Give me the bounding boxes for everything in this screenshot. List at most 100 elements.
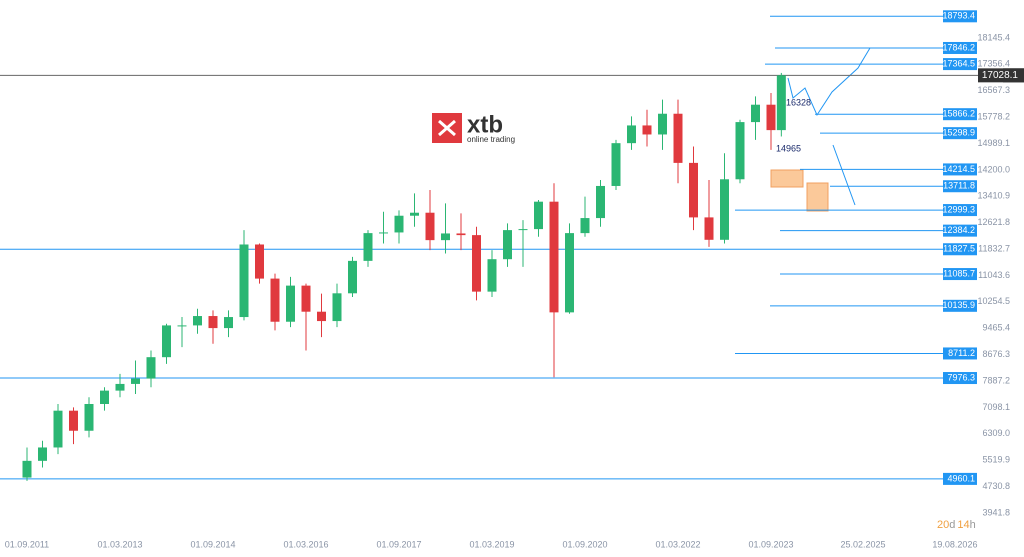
x-tick-label: 25.02.2025 [840, 539, 885, 549]
level-label: 13711.8 [943, 181, 975, 191]
candle-body [549, 201, 559, 313]
candle-body [627, 125, 636, 144]
candle-body [580, 218, 590, 234]
candle-body [503, 230, 512, 260]
level-tag [943, 224, 977, 237]
candle-body [270, 278, 280, 322]
level-tag [943, 163, 977, 176]
candle-body [301, 285, 311, 312]
logo-icon [438, 119, 456, 137]
candle-body [286, 285, 295, 322]
candle-body [642, 125, 652, 135]
x-tick-label: 01.09.2011 [5, 539, 49, 549]
level-label: 17846.2 [942, 42, 975, 52]
candle-body [410, 212, 419, 216]
level-tag [943, 204, 977, 217]
x-tick-label: 01.03.2019 [469, 539, 514, 549]
level-tag [943, 299, 977, 312]
level-label: 18793.4 [942, 11, 975, 21]
level-label: 15298.9 [942, 128, 975, 138]
level-tag [943, 268, 977, 281]
annotation: 16328 [786, 97, 811, 107]
level-tag [943, 58, 977, 71]
candle-body [193, 316, 202, 326]
candle-body [394, 215, 404, 233]
candle-body [239, 244, 249, 318]
annotation: 14965 [776, 143, 801, 153]
y-tick-label: 11832.7 [978, 243, 1010, 253]
y-tick-label: 16567.3 [977, 85, 1010, 95]
y-tick-label: 6309.0 [982, 428, 1010, 438]
candle-body [332, 293, 342, 322]
candle-body [596, 185, 605, 219]
candle-body [115, 383, 125, 391]
candle-body [611, 143, 621, 186]
candle-body [720, 179, 729, 240]
candle-body [534, 201, 543, 230]
candle-body [38, 447, 47, 461]
y-tick-label: 13410.9 [977, 191, 1010, 201]
candle-body [131, 378, 140, 384]
candle-body [255, 244, 264, 279]
candle-body [735, 122, 745, 180]
candle-body [22, 460, 32, 478]
candle-body [472, 235, 481, 292]
y-tick-label: 4730.8 [982, 481, 1010, 491]
candle-body [363, 233, 373, 261]
candle-body [565, 233, 574, 313]
current-price-label: 17028.1 [982, 70, 1019, 81]
level-label: 12384.2 [942, 225, 975, 235]
candle-body [379, 232, 388, 234]
x-tick-label: 19.08.2026 [932, 539, 977, 549]
candle-body [146, 357, 156, 379]
logo-text: xtb [467, 111, 503, 138]
current-price-tag [978, 68, 1024, 83]
level-label: 4960.1 [947, 473, 975, 483]
candle-body [177, 325, 187, 327]
y-tick-label: 7887.2 [982, 375, 1010, 385]
x-tick-label: 01.09.2020 [562, 539, 607, 549]
level-label: 15866.2 [942, 109, 975, 119]
x-tick-label: 01.09.2014 [190, 539, 235, 549]
candle-body [487, 259, 497, 292]
y-tick-label: 18145.4 [977, 32, 1010, 42]
candle-body [673, 113, 683, 163]
candle-body [689, 162, 698, 218]
candle-body [658, 113, 667, 135]
candle-body [766, 104, 776, 131]
zone-box [806, 182, 829, 212]
candle-body [776, 75, 786, 131]
y-tick-label: 3941.8 [982, 507, 1010, 517]
countdown-hours: 14 [957, 519, 969, 531]
candle-body [518, 229, 528, 231]
candle-body [84, 403, 94, 431]
level-tag [943, 127, 977, 140]
countdown-days: 20 [937, 519, 949, 531]
candle-body [224, 317, 233, 329]
candle-body [100, 390, 109, 404]
y-tick-label: 9465.4 [982, 323, 1010, 333]
x-tick-label: 01.03.2016 [283, 539, 328, 549]
candle-body [162, 325, 171, 358]
level-label: 11085.7 [943, 268, 975, 278]
candle-body [348, 260, 357, 294]
countdown-unit: h [970, 519, 976, 531]
level-label: 14214.5 [942, 164, 975, 174]
y-tick-label: 10254.5 [977, 296, 1010, 306]
level-tag [943, 347, 977, 360]
level-tag [943, 10, 977, 23]
wave-line [832, 144, 856, 206]
candle-body [425, 212, 435, 241]
zone-box [770, 169, 804, 188]
overlay: 18145.4 17356.4 16567.3 15778.2 14989.1 14 20 0… [0, 10, 1024, 549]
level-label: 11827.5 [943, 244, 975, 254]
y-tick-label: 17356.4 [977, 59, 1010, 69]
candle-body [441, 233, 450, 241]
y-tick-label: 15778.2 [977, 112, 1010, 122]
level-tag [943, 243, 977, 256]
level-label: 10135.9 [942, 300, 975, 310]
y-tick-label: 14989.1 [977, 138, 1010, 148]
countdown: 20d 14h [937, 519, 976, 531]
x-tick-label: 01.09.2023 [748, 539, 793, 549]
